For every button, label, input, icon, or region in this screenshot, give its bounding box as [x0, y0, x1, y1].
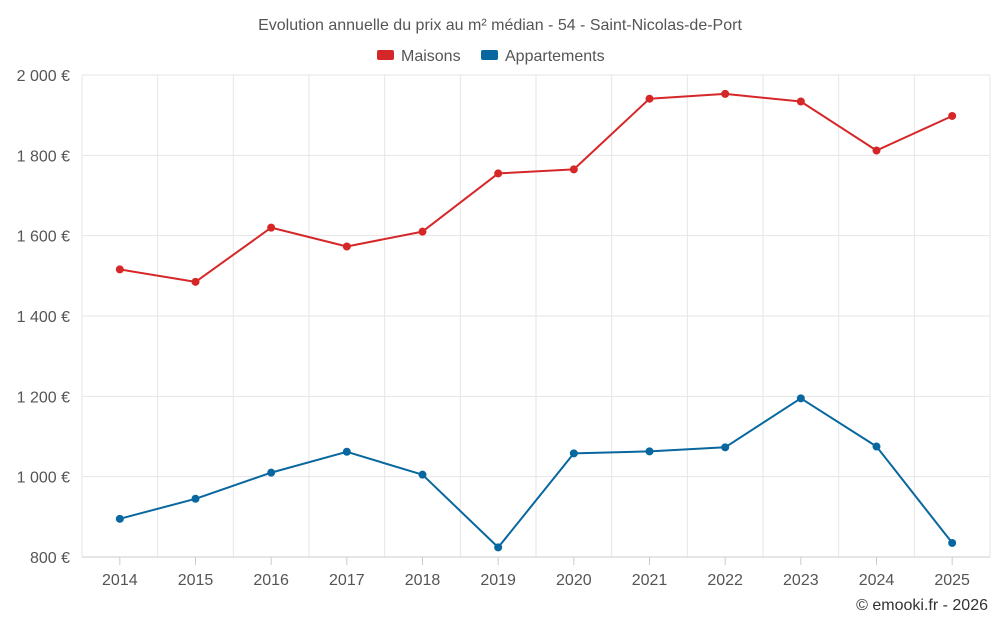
- data-point-appartements-2016[interactable]: [267, 468, 276, 477]
- data-point-appartements-2024[interactable]: [872, 442, 881, 451]
- y-tick-label: 1 600 €: [17, 229, 70, 246]
- x-tick-label: 2021: [632, 572, 668, 589]
- data-point-maisons-2023[interactable]: [796, 97, 805, 106]
- legend-label: Maisons: [401, 48, 461, 65]
- data-point-appartements-2022[interactable]: [721, 443, 730, 452]
- data-point-maisons-2021[interactable]: [645, 94, 654, 103]
- series-line-maisons: [119, 92, 953, 283]
- series-maisons: [115, 89, 957, 286]
- data-point-appartements-2021[interactable]: [645, 447, 654, 456]
- x-tick-label: 2025: [934, 572, 970, 589]
- data-point-maisons-2014[interactable]: [115, 265, 124, 274]
- series-appartements: [115, 394, 957, 552]
- data-point-appartements-2025[interactable]: [948, 538, 957, 547]
- x-tick-label: 2022: [707, 572, 743, 589]
- data-point-appartements-2019[interactable]: [494, 543, 503, 552]
- y-tick-label: 1 000 €: [17, 470, 70, 487]
- series-layer: [115, 89, 957, 552]
- data-point-appartements-2017[interactable]: [342, 447, 351, 456]
- y-tick-label: 1 800 €: [17, 148, 70, 165]
- y-tick-label: 2 000 €: [17, 68, 70, 85]
- data-point-appartements-2018[interactable]: [418, 470, 427, 479]
- data-point-maisons-2024[interactable]: [872, 146, 881, 155]
- data-point-appartements-2023[interactable]: [796, 394, 805, 403]
- data-point-maisons-2020[interactable]: [569, 165, 578, 174]
- x-tick-label: 2020: [556, 572, 592, 589]
- x-tick-label: 2024: [859, 572, 895, 589]
- credit-text: © emooki.fr - 2026: [856, 597, 988, 614]
- data-point-maisons-2025[interactable]: [948, 111, 957, 120]
- data-point-maisons-2019[interactable]: [494, 169, 503, 178]
- data-point-maisons-2016[interactable]: [267, 223, 276, 232]
- legend-item-maisons[interactable]: Maisons: [377, 48, 461, 65]
- data-point-appartements-2014[interactable]: [115, 514, 124, 523]
- data-point-appartements-2020[interactable]: [569, 449, 578, 458]
- data-point-maisons-2015[interactable]: [191, 277, 200, 286]
- y-tick-label: 1 200 €: [17, 389, 70, 406]
- data-point-appartements-2015[interactable]: [191, 494, 200, 503]
- legend-swatch: [377, 50, 394, 60]
- legend-item-appartements[interactable]: Appartements: [481, 48, 605, 65]
- x-tick-label: 2017: [329, 572, 365, 589]
- y-tick-label: 1 400 €: [17, 309, 70, 326]
- y-tick-label: 800 €: [30, 550, 70, 567]
- x-tick-label: 2015: [178, 572, 214, 589]
- series-line-appartements: [119, 397, 953, 549]
- data-point-maisons-2022[interactable]: [721, 89, 730, 98]
- x-tick-label: 2016: [253, 572, 289, 589]
- legend-label: Appartements: [505, 48, 605, 65]
- x-tick-label: 2014: [102, 572, 138, 589]
- legend: Maisons Appartements: [377, 48, 605, 65]
- axes: 800 € 1 000 € 1 200 € 1 400 € 1 600 € 1 800 €…: [17, 68, 990, 589]
- grid: [81, 74, 991, 558]
- data-point-maisons-2017[interactable]: [342, 242, 351, 251]
- legend-swatch: [481, 50, 498, 60]
- chart-title: Evolution annuelle du prix au m² médian …: [258, 17, 742, 34]
- x-tick-label: 2018: [405, 572, 441, 589]
- x-tick-label: 2019: [480, 572, 516, 589]
- data-point-maisons-2018[interactable]: [418, 227, 427, 236]
- x-tick-label: 2023: [783, 572, 819, 589]
